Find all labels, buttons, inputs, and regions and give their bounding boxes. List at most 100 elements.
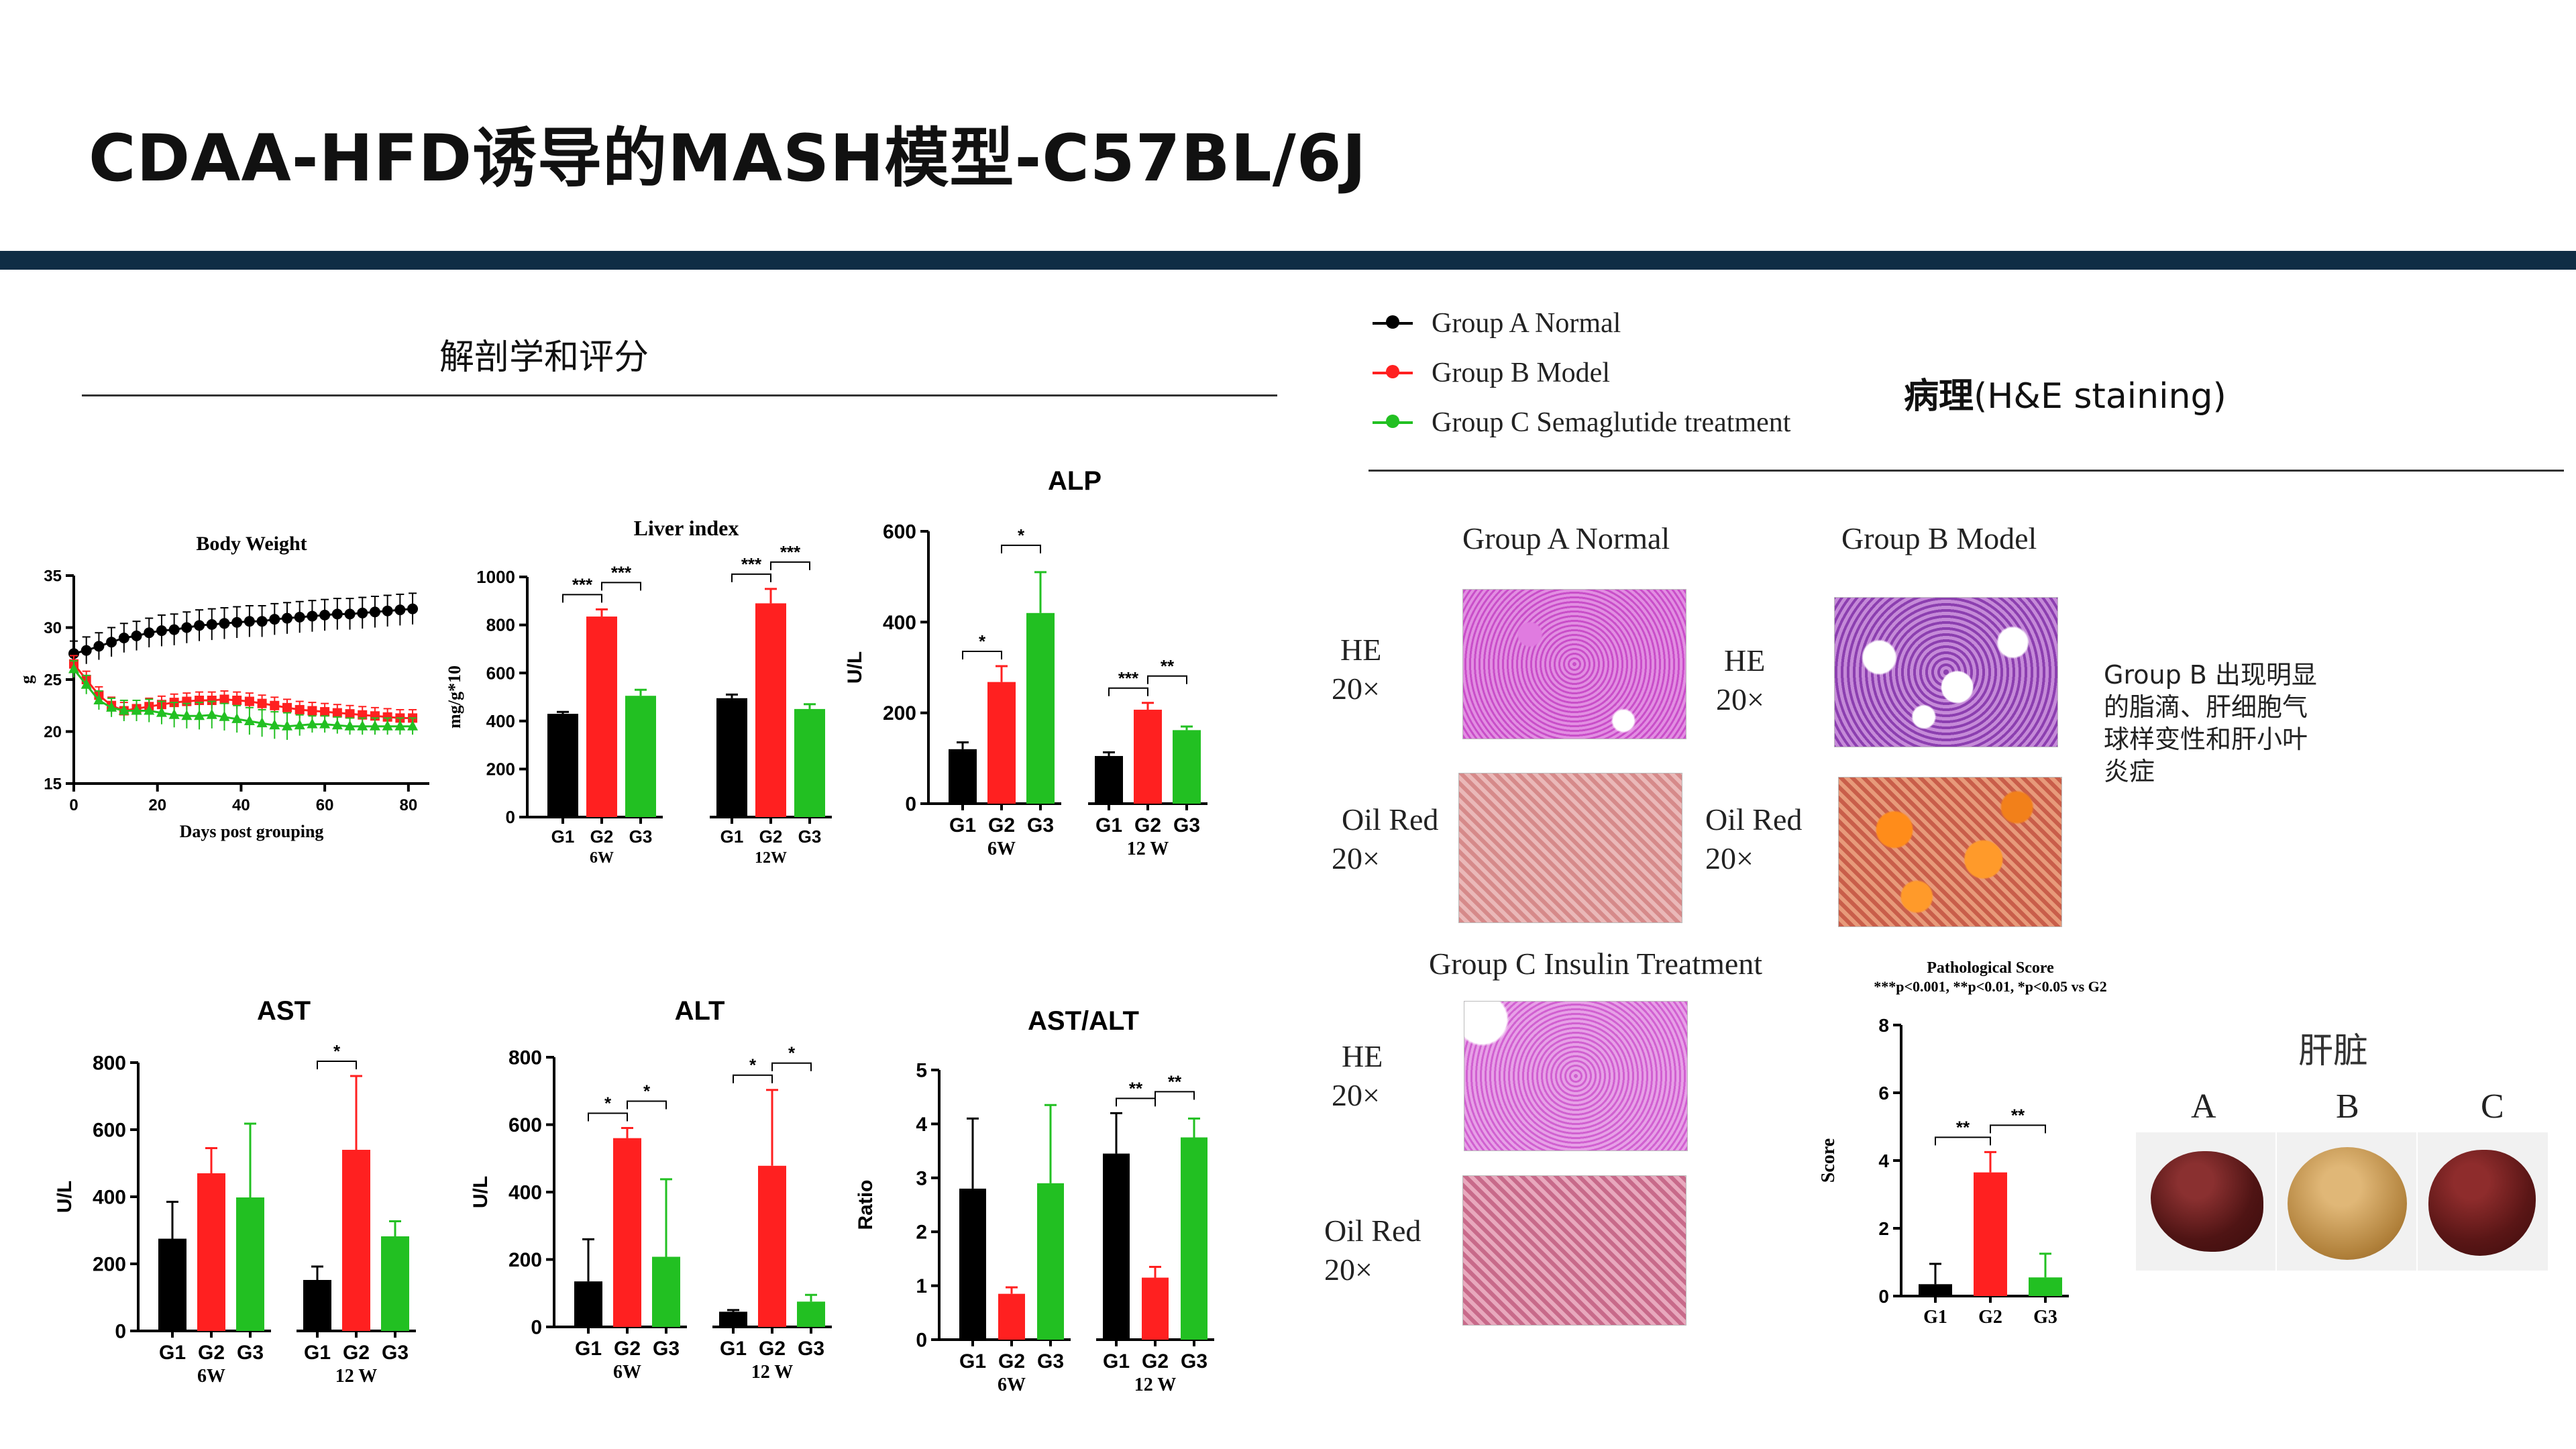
- body_weight-x-tick-label: 40: [232, 796, 250, 814]
- alt-sig-bracket: [733, 1074, 773, 1083]
- liver_index-sig-label: ***: [611, 562, 632, 582]
- row-label-mag-he-c: 20×: [1332, 1078, 1380, 1112]
- ast-x-tick-label: G1: [304, 1342, 331, 1364]
- pathological_score-y-tick-label: 0: [1878, 1286, 1889, 1307]
- ast-x-tick-label: G1: [159, 1342, 186, 1364]
- body_weight-point: [206, 619, 217, 630]
- ast-bar: [303, 1280, 331, 1331]
- alt-bar: [652, 1256, 680, 1327]
- liver_index-x-tick-label: G3: [629, 826, 653, 847]
- ast_alt-bar: [1103, 1153, 1130, 1340]
- alt-bar: [613, 1138, 641, 1327]
- col-label-group-b: Group B Model: [1841, 521, 2037, 555]
- ast_alt-group-label: 12 W: [1134, 1375, 1177, 1395]
- ast-y-tick-label: 600: [93, 1120, 126, 1142]
- body_weight-point: [244, 696, 254, 706]
- legend: Group A Normal Group B Model Group C Sem…: [1373, 307, 1790, 439]
- liver_index-x-tick-label: G3: [798, 826, 822, 847]
- liver_index-sig-label: ***: [780, 542, 801, 562]
- ast-sig-label: *: [333, 1041, 341, 1061]
- row-label-mag-oil-a: 20×: [1332, 841, 1380, 875]
- body_weight-point: [244, 616, 255, 627]
- body_weight-y-tick-label: 20: [44, 723, 62, 741]
- liver_index-svg: Liver index 0 200 400 600 800 1000 mg/g*10 G1 G2 G…: [445, 516, 832, 867]
- body_weight-point: [357, 607, 368, 619]
- alp-y-tick-label: 400: [883, 612, 916, 634]
- body_weight-point: [181, 710, 193, 720]
- left-section-title: 解剖学和评分: [439, 337, 649, 378]
- alp-y-tick-label: 600: [883, 521, 916, 543]
- body_weight-point: [282, 720, 292, 731]
- legend-item-group-b: Group B Model: [1373, 357, 1790, 389]
- alt-sig-label: *: [749, 1055, 757, 1075]
- alp-group-label: 6W: [987, 839, 1016, 859]
- body_weight-point: [382, 712, 392, 722]
- liver-shape: [2288, 1147, 2407, 1260]
- pathological_score-y-label: Score: [1818, 1138, 1839, 1183]
- micrograph-he-group-b: [1834, 597, 2058, 747]
- body_weight-y-tick-label: 25: [44, 671, 62, 689]
- legend-marker-black: [1373, 315, 1413, 329]
- ast_alt-x-tick-label: G2: [1142, 1350, 1169, 1373]
- alp-x-tick-label: G3: [1027, 814, 1054, 837]
- row-label-he-a: HE: [1340, 633, 1382, 667]
- pathological_score-x-tick-label: G1: [1923, 1307, 1947, 1328]
- body_weight-point: [244, 715, 255, 725]
- col-label-group-c: Group C Insulin Treatment: [1429, 947, 1763, 981]
- liver_index-y-label: mg/g*10: [445, 665, 464, 729]
- alt-chart: ALT 0 200 400 600 800 U/L G1 G2 G3 6W G1 G2 G3 12 W * * *…: [470, 993, 845, 1409]
- alp-bar: [1134, 709, 1162, 804]
- alt-y-tick-label: 600: [508, 1114, 542, 1136]
- body_weight-point: [219, 694, 229, 704]
- pathology-note-line: 球样变性和肝小叶: [2104, 724, 2308, 754]
- body_weight-point: [93, 641, 105, 652]
- legend-item-group-c: Group C Semaglutide treatment: [1373, 407, 1790, 439]
- pathological_score-title: Pathological Score: [1927, 959, 2054, 977]
- body_weight-point: [369, 720, 380, 731]
- ast_alt-x-tick-label: G3: [1181, 1350, 1208, 1373]
- body_weight-point: [194, 620, 205, 631]
- pathological_score-bar: [1974, 1172, 2007, 1296]
- row-label-mag-he-b: 20×: [1716, 682, 1764, 716]
- legend-marker-red: [1373, 365, 1413, 378]
- liver_index-x-tick-label: G1: [551, 826, 575, 847]
- body_weight-point: [407, 720, 419, 731]
- body_weight-point: [144, 627, 155, 639]
- liver_index-y-tick-label: 0: [506, 807, 515, 827]
- body_weight-point: [294, 719, 305, 730]
- body_weight-point: [106, 701, 117, 712]
- body_weight-x-tick-label: 60: [316, 796, 334, 814]
- ast_alt-x-tick-label: G3: [1037, 1350, 1064, 1373]
- pathological_score-y-tick-label: 6: [1878, 1083, 1889, 1104]
- alp-sig-label: ***: [1118, 668, 1139, 688]
- liver-photos-title: 肝脏: [2298, 1031, 2369, 1071]
- ast_alt-y-tick-label: 5: [916, 1060, 927, 1082]
- body_weight-y-tick-label: 15: [44, 775, 62, 793]
- alt-title: ALT: [675, 996, 725, 1026]
- liver-photo-c: [2418, 1132, 2548, 1271]
- ast-bar: [236, 1197, 264, 1331]
- body_weight-point: [394, 720, 406, 731]
- body_weight-y-tick-label: 35: [44, 567, 62, 585]
- alp-y-label: U/L: [844, 651, 866, 684]
- ast-group-label: 6W: [197, 1366, 225, 1387]
- ast-y-tick-label: 200: [93, 1254, 126, 1276]
- body_weight-point: [168, 624, 180, 635]
- ast-bar: [158, 1238, 186, 1331]
- body_weight-point: [357, 720, 368, 731]
- alt-bar: [574, 1281, 602, 1327]
- liver_index-y-tick-label: 200: [486, 759, 515, 780]
- pathology-note-line: 炎症: [2104, 757, 2155, 786]
- body_weight-point: [307, 610, 318, 622]
- body_weight-point: [331, 608, 343, 620]
- alp-sig-bracket: [1001, 544, 1041, 553]
- micrograph-he-group-c: [1464, 1001, 1688, 1151]
- body_weight-point: [294, 704, 305, 714]
- ast_alt-y-tick-label: 2: [916, 1222, 927, 1244]
- legend-marker-green: [1373, 415, 1413, 428]
- alp-x-tick-label: G1: [1095, 814, 1122, 837]
